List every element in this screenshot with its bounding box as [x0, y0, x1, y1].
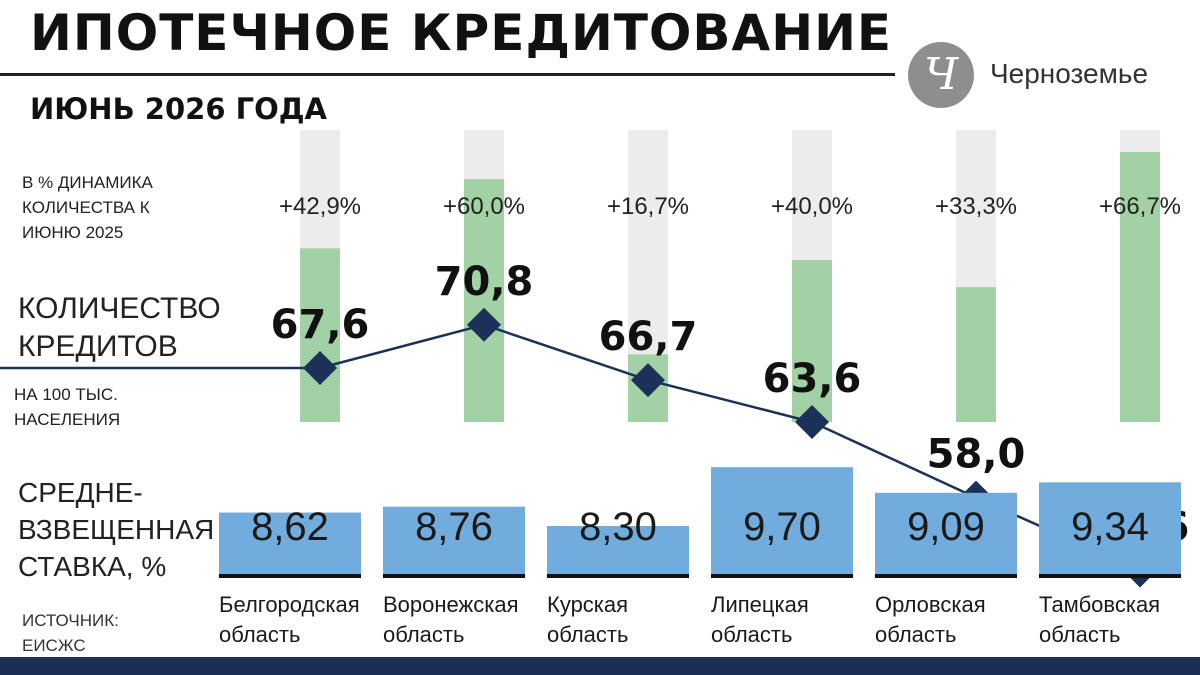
region-type-label: область [875, 622, 956, 647]
rate-bar [383, 506, 525, 574]
count-value-label: 66,7 [599, 314, 698, 360]
rate-row-label: СРЕДНЕ-ВЗВЕЩЕННАЯ СТАВКА, % [18, 477, 215, 582]
dynamics-bar [792, 260, 832, 422]
region-type-label: область [711, 622, 792, 647]
bottom-bar [0, 657, 1200, 675]
source-label: ИСТОЧНИК: ЕИСЖС [22, 611, 119, 655]
rate-value-label: 8,30 [579, 505, 657, 549]
region-name-label: Тамбовская [1039, 592, 1160, 617]
count-value-label: 70,8 [435, 259, 534, 305]
count-value-label: 67,6 [271, 302, 370, 348]
chart-title: ИПОТЕЧНОЕ КРЕДИТОВАНИЕ [30, 4, 893, 62]
rate-bar [547, 526, 689, 574]
dynamics-bar [300, 248, 340, 422]
rate-bar [875, 492, 1017, 574]
count-value-label: 58,0 [927, 432, 1026, 478]
rate-value-label: 9,09 [907, 505, 985, 549]
rate-value-label: 8,62 [251, 505, 329, 549]
count-value-label: 63,6 [763, 356, 862, 402]
rate-baseline [1039, 574, 1181, 578]
rate-bar [219, 512, 361, 574]
count-point [467, 307, 501, 342]
title-underline [0, 73, 895, 76]
logo-name: Черноземье [990, 58, 1149, 89]
count-point [631, 363, 665, 398]
dynamics-bar [956, 287, 996, 422]
region-name-label: Курская [547, 592, 628, 617]
rate-value-label: 8,76 [415, 505, 493, 549]
brand-logo: Ч Черноземье [908, 40, 1188, 112]
dynamics-value-label: +66,7% [1099, 193, 1181, 220]
dynamics-row-label: В % ДИНАМИКА КОЛИЧЕСТВА К ИЮНЮ 2025 [22, 173, 153, 242]
count-point [303, 351, 337, 385]
region-type-label: область [383, 622, 464, 647]
rate-baseline [547, 574, 689, 578]
count-row-label: КОЛИЧЕСТВО КРЕДИТОВ [18, 292, 221, 363]
rate-baseline [383, 574, 525, 578]
dynamics-value-label: +60,0% [443, 193, 525, 220]
dynamics-value-label: +33,3% [935, 193, 1017, 220]
region-type-label: область [1039, 622, 1120, 647]
region-name-label: Воронежская [383, 592, 519, 617]
rate-bar [711, 467, 853, 574]
rate-value-label: 9,34 [1071, 505, 1149, 549]
region-type-label: область [219, 622, 300, 647]
logo-emblem: Ч [908, 42, 974, 108]
dynamics-value-label: +40,0% [771, 193, 853, 220]
region-name-label: Липецкая [711, 592, 809, 617]
count-row-sublabel: НА 100 ТЫС. НАСЕЛЕНИЯ [14, 385, 121, 429]
region-name-label: Орловская [875, 592, 986, 617]
region-name-label: Белгородская [219, 592, 360, 617]
rate-baseline [711, 574, 853, 578]
chart-subtitle: ИЮНЬ 2026 ГОДА [30, 92, 327, 126]
rate-baseline [875, 574, 1017, 578]
rate-value-label: 9,70 [743, 505, 821, 549]
rate-baseline [219, 574, 361, 578]
dynamics-bar [1120, 152, 1160, 422]
rate-bar [1039, 482, 1181, 574]
dynamics-bar [464, 179, 504, 422]
region-type-label: область [547, 622, 628, 647]
dynamics-value-label: +16,7% [607, 193, 689, 220]
dynamics-value-label: +42,9% [279, 193, 361, 220]
count-point [795, 405, 829, 439]
